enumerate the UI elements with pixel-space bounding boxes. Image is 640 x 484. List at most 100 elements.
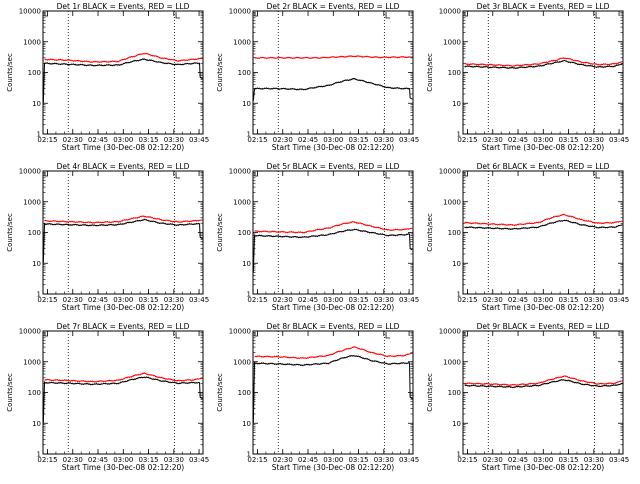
y-tick-label: 1 — [37, 131, 41, 139]
x-tick-label: 03:15 — [558, 456, 578, 464]
x-tick-label: 03:15 — [348, 136, 368, 144]
x-tick-label: 02:30 — [63, 136, 83, 144]
lld-series-line — [254, 345, 413, 360]
panel-title: Det 6r BLACK = Events, RED = LLD — [477, 162, 610, 171]
y-axis-label: Counts/sec — [6, 213, 14, 252]
y-tick-label: 1 — [37, 291, 41, 299]
y-tick-label: 100 — [238, 229, 251, 237]
right-bracket-marker — [385, 332, 391, 339]
x-tick-label: 02:15 — [37, 136, 57, 144]
y-tick-label: 10 — [242, 100, 251, 108]
y-tick-label: 10000 — [439, 168, 461, 176]
panel-title: Det 1r BLACK = Events, RED = LLD — [57, 2, 190, 11]
x-tick-label: 03:00 — [323, 296, 343, 304]
y-axis-label: Counts/sec — [426, 373, 434, 412]
x-tick-label: 03:30 — [374, 136, 394, 144]
panel-title: Det 3r BLACK = Events, RED = LLD — [477, 2, 610, 11]
plot-frame — [252, 330, 414, 455]
plot-frame — [252, 10, 414, 135]
x-tick-label: 03:45 — [609, 456, 629, 464]
plot-frame — [462, 10, 624, 135]
x-tick-label: 03:00 — [113, 296, 133, 304]
events-series-line — [464, 378, 623, 389]
right-bracket-marker — [595, 12, 601, 19]
y-tick-label: 10000 — [229, 168, 251, 176]
panel-title: Det 8r BLACK = Events, RED = LLD — [267, 322, 400, 331]
x-tick-label: 03:15 — [138, 456, 158, 464]
x-tick-label: 02:45 — [298, 456, 318, 464]
y-tick-label: 100 — [28, 389, 41, 397]
y-tick-label: 10 — [452, 260, 461, 268]
y-tick-label: 1000 — [443, 358, 461, 366]
y-tick-label: 10000 — [229, 328, 251, 336]
right-bracket-marker — [385, 172, 391, 179]
y-tick-label: 10000 — [439, 328, 461, 336]
right-bracket-marker — [175, 172, 181, 179]
x-tick-label: 03:45 — [609, 136, 629, 144]
right-bracket-marker — [385, 12, 391, 19]
plot-frame — [462, 330, 624, 455]
x-tick-label: 03:15 — [558, 136, 578, 144]
y-tick-label: 1 — [247, 131, 251, 139]
x-tick-label: 02:45 — [508, 456, 528, 464]
events-series-line — [252, 77, 413, 101]
x-tick-label: 03:00 — [323, 136, 343, 144]
x-tick-label: 03:30 — [164, 136, 184, 144]
x-tick-label: 03:15 — [558, 296, 578, 304]
detector-panel-6: Det 6r BLACK = Events, RED = LLD 1 10 100 10… — [426, 162, 629, 312]
y-tick-label: 1 — [457, 131, 461, 139]
y-tick-label: 100 — [448, 229, 461, 237]
y-tick-label: 1000 — [233, 358, 251, 366]
y-tick-label: 100 — [28, 229, 41, 237]
x-tick-label: 02:30 — [483, 456, 503, 464]
y-axis-label: Counts/sec — [216, 213, 224, 252]
x-tick-label: 03:15 — [138, 296, 158, 304]
right-bracket-marker — [175, 12, 181, 19]
x-axis-label: Start Time (30-Dec-08 02:12:20) — [62, 463, 184, 472]
x-tick-label: 02:30 — [273, 456, 293, 464]
y-tick-label: 100 — [238, 389, 251, 397]
x-tick-label: 02:30 — [483, 296, 503, 304]
right-bracket-marker — [175, 332, 181, 339]
y-tick-label: 10000 — [229, 8, 251, 16]
y-axis-label: Counts/sec — [426, 53, 434, 92]
x-tick-label: 03:45 — [399, 296, 419, 304]
x-tick-label: 03:45 — [189, 136, 209, 144]
y-axis-label: Counts/sec — [216, 373, 224, 412]
left-bracket-marker — [44, 172, 48, 177]
lld-series-line — [254, 221, 413, 234]
events-series-line — [252, 228, 413, 273]
x-tick-label: 03:00 — [323, 456, 343, 464]
y-tick-label: 10 — [32, 420, 41, 428]
y-tick-label: 100 — [448, 389, 461, 397]
y-tick-label: 10 — [242, 260, 251, 268]
x-axis-label: Start Time (30-Dec-08 02:12:20) — [62, 143, 184, 152]
x-tick-label: 03:30 — [164, 456, 184, 464]
events-series-line — [464, 219, 623, 231]
left-bracket-marker — [464, 172, 468, 177]
x-tick-label: 02:15 — [247, 456, 267, 464]
y-tick-label: 1000 — [233, 38, 251, 46]
y-tick-label: 100 — [238, 69, 251, 77]
x-tick-label: 03:30 — [584, 456, 604, 464]
x-axis-label: Start Time (30-Dec-08 02:12:20) — [272, 143, 394, 152]
x-tick-label: 02:30 — [483, 136, 503, 144]
panel-title: Det 9r BLACK = Events, RED = LLD — [477, 322, 610, 331]
left-bracket-marker — [464, 332, 468, 337]
x-tick-label: 03:00 — [533, 296, 553, 304]
x-tick-label: 03:30 — [164, 296, 184, 304]
y-tick-label: 1000 — [233, 198, 251, 206]
y-tick-label: 1 — [247, 451, 251, 459]
panel-title: Det 4r BLACK = Events, RED = LLD — [57, 162, 190, 171]
lld-series-line — [464, 375, 623, 387]
y-axis-label: Counts/sec — [216, 53, 224, 92]
x-tick-label: 03:30 — [584, 296, 604, 304]
x-tick-label: 03:30 — [374, 456, 394, 464]
x-axis-label: Start Time (30-Dec-08 02:12:20) — [272, 303, 394, 312]
x-tick-label: 02:15 — [457, 296, 477, 304]
right-bracket-marker — [595, 172, 601, 179]
y-axis-label: Counts/sec — [426, 213, 434, 252]
y-tick-label: 10 — [32, 260, 41, 268]
